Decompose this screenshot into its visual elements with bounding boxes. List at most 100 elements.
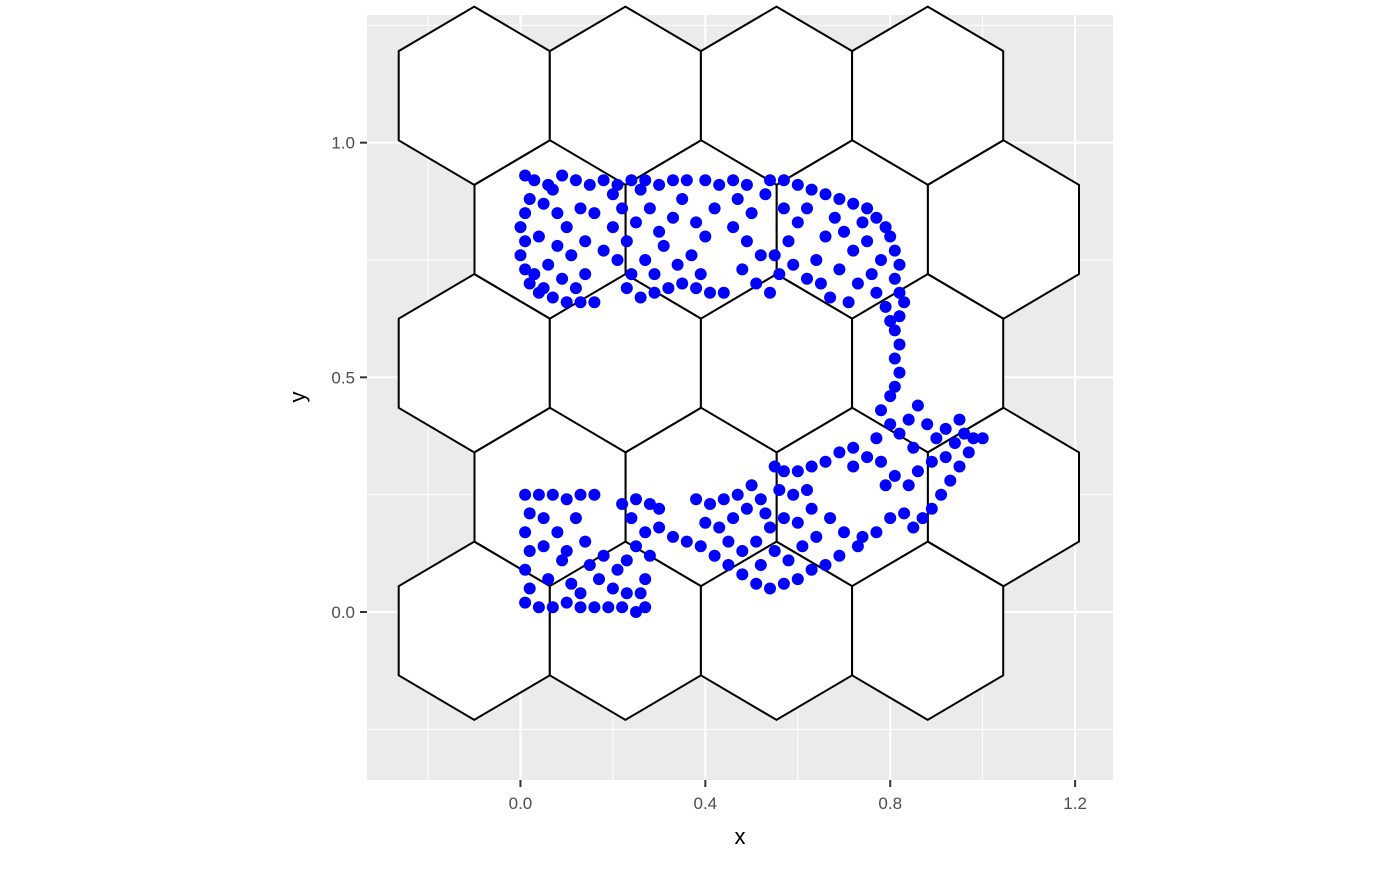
data-point [925,502,938,515]
data-point [625,268,638,281]
data-point [962,446,975,459]
data-point [754,249,767,262]
data-point [731,488,744,501]
y-axis-title: y [285,392,310,403]
data-point [574,587,587,600]
data-point [740,235,753,248]
data-point [819,230,832,243]
data-point [907,521,920,534]
data-point [787,488,800,501]
data-point [935,488,948,501]
data-point [606,582,619,595]
y-tick-label: 0.5 [331,368,355,387]
data-point [630,540,642,553]
data-point [519,596,532,609]
data-point [777,512,790,525]
data-point [634,183,647,196]
data-point [902,413,915,426]
data-point [888,469,901,482]
data-point [777,174,790,187]
data-point [620,554,633,567]
data-point [911,465,924,478]
data-point [740,178,753,191]
data-point [523,507,536,520]
data-point [667,211,679,224]
data-point [777,465,790,478]
data-point [893,427,906,440]
data-point [727,221,740,234]
data-point [537,197,550,210]
data-point [939,451,952,464]
data-point [685,249,698,262]
data-point [630,493,642,506]
data-point [768,460,781,473]
data-point [532,488,545,501]
data-point [537,540,550,553]
data-point [648,268,661,281]
data-point [690,493,703,506]
data-point [838,225,850,238]
data-point [805,563,818,576]
data-point [579,268,592,281]
data-point [676,277,689,290]
data-point [565,577,578,590]
data-point [810,254,823,266]
data-point [727,174,740,187]
data-point [667,174,679,187]
data-point [532,230,545,243]
data-point [560,221,573,234]
data-point [653,502,666,515]
data-point [888,272,901,285]
data-point [519,488,532,501]
data-point [519,169,532,182]
data-point [634,587,647,600]
data-point [819,559,832,571]
data-point [948,437,961,449]
data-point [556,272,569,285]
hex-cell [851,540,1005,722]
data-point [643,549,656,562]
y-axis: 0.0 0.5 1.0 [331,134,367,622]
data-point [893,310,906,323]
data-point [551,207,564,220]
data-point [583,559,596,571]
data-point [939,422,952,435]
data-point [699,174,712,187]
data-point [888,244,901,257]
data-point [523,582,536,595]
data-point [560,296,573,309]
data-point [556,169,569,182]
data-point [787,258,800,271]
data-point [528,268,541,281]
data-point [722,535,735,548]
data-point [569,282,582,295]
data-point [708,549,721,562]
data-point [736,545,749,557]
data-point [884,230,897,243]
data-point [824,291,837,304]
data-point [754,559,767,571]
data-point [616,601,629,614]
data-point [643,202,656,215]
data-point [616,202,629,215]
data-point [819,455,832,468]
data-point [588,207,601,220]
data-point [879,479,892,492]
data-point [791,216,804,229]
data-point [759,507,772,520]
data-point [791,465,804,478]
data-point [777,577,790,590]
data-point [574,296,587,309]
data-point [653,521,666,534]
data-point [888,324,901,337]
data-point [884,390,897,403]
data-point [546,488,559,501]
data-point [898,296,911,309]
data-point [833,549,846,562]
data-point [606,188,619,201]
data-point [870,526,883,539]
data-point [556,554,569,567]
data-point [680,174,693,187]
data-point [893,258,906,271]
